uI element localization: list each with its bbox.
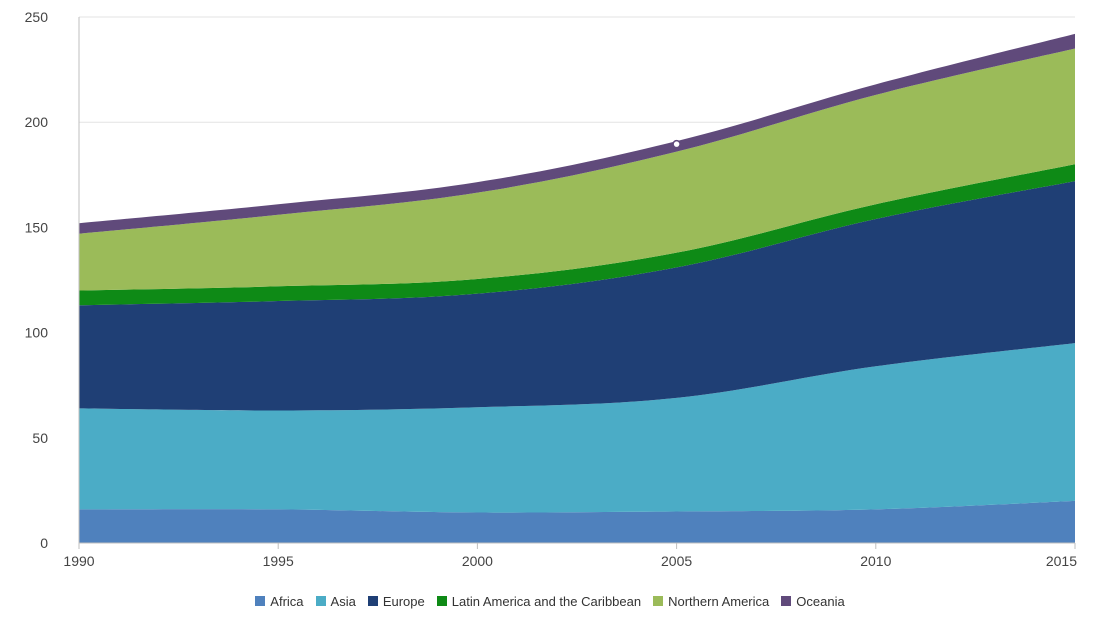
- legend-swatch: [255, 596, 266, 606]
- legend-swatch: [653, 596, 664, 606]
- legend-item-oceania: Oceania: [781, 593, 845, 609]
- area-series: [79, 33, 1075, 543]
- hover-marker: [672, 139, 681, 149]
- legend-item-europe: Europe: [367, 593, 425, 609]
- legend-swatch: [315, 596, 326, 606]
- y-tick-label: 100: [25, 325, 49, 341]
- area-northern-america: [79, 48, 1075, 291]
- x-tick-label: 2000: [462, 553, 493, 569]
- area-africa: [79, 500, 1075, 543]
- legend-label: Asia: [330, 593, 356, 609]
- legend-label: Oceania: [796, 593, 845, 609]
- legend: Africa Asia Europe Latin America and the Ca…: [0, 591, 1100, 611]
- legend-swatch: [367, 596, 378, 606]
- legend-label: Latin America and the Caribbean: [451, 593, 642, 609]
- legend-label: Europe: [382, 593, 425, 609]
- area-europe: [79, 181, 1075, 411]
- y-tick-label: 250: [25, 9, 49, 25]
- y-tick-label: 200: [25, 114, 49, 130]
- legend-label: Northern America: [668, 593, 770, 609]
- x-tick-label: 2005: [661, 553, 692, 569]
- legend-swatch: [781, 596, 792, 606]
- x-tick-label: 1995: [263, 553, 294, 569]
- legend-item-latin-america-and-the-caribbean: Latin America and the Caribbean: [436, 593, 642, 609]
- x-tick-label: 2015: [1046, 553, 1077, 569]
- y-tick-label: 0: [40, 535, 48, 551]
- legend-label: Africa: [270, 593, 304, 609]
- y-tick-label: 150: [25, 219, 49, 235]
- legend-item-africa: Africa: [255, 593, 304, 609]
- legend-item-asia: Asia: [315, 593, 356, 609]
- axes: 0 50 100 150 200 250 1990 1995 2000 2005 2010 2015: [25, 9, 1078, 569]
- legend-item-northern-america: Northern America: [653, 594, 769, 609]
- area-asia: [79, 343, 1075, 513]
- legend-swatch: [436, 596, 447, 606]
- area-latin-america-and-the-caribbean: [79, 164, 1075, 306]
- x-tick-label: 2010: [860, 553, 891, 569]
- x-tick-label: 1990: [63, 553, 94, 569]
- y-tick-label: 50: [32, 430, 48, 446]
